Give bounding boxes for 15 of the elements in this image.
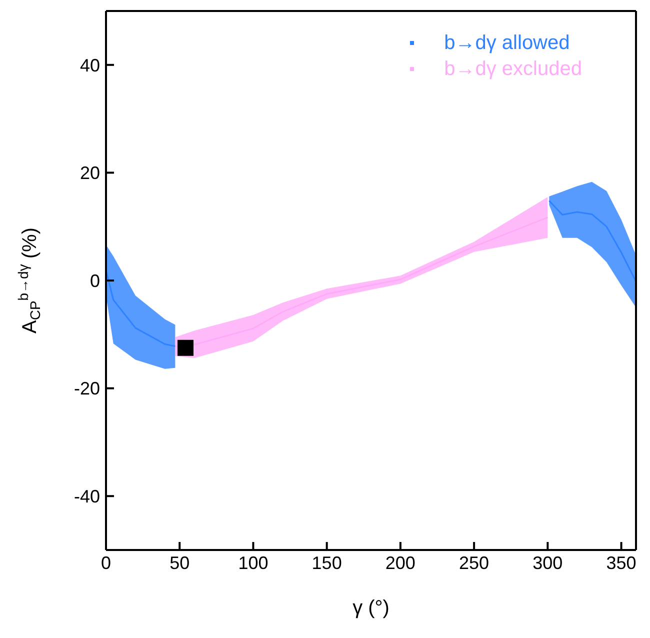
y-tick-label: -40	[74, 486, 100, 506]
y-tick-label: -20	[74, 378, 100, 399]
x-tick-label: 100	[238, 552, 268, 573]
x-axis-title: γ (°)	[352, 597, 390, 619]
x-tick-label: 200	[385, 552, 416, 573]
y-tick-label: 20	[80, 163, 100, 184]
y-tick-label: 0	[90, 270, 100, 291]
x-tick-label: 50	[170, 552, 190, 573]
y-tick-label: 40	[80, 55, 100, 76]
legend-label: b→dγ excluded	[444, 57, 582, 82]
x-tick-label: 350	[606, 552, 636, 573]
x-tick-label: 150	[312, 552, 342, 573]
legend-label: b→dγ allowed	[444, 31, 570, 56]
x-tick-label: 300	[532, 552, 563, 573]
x-tick-label: 250	[459, 552, 490, 573]
